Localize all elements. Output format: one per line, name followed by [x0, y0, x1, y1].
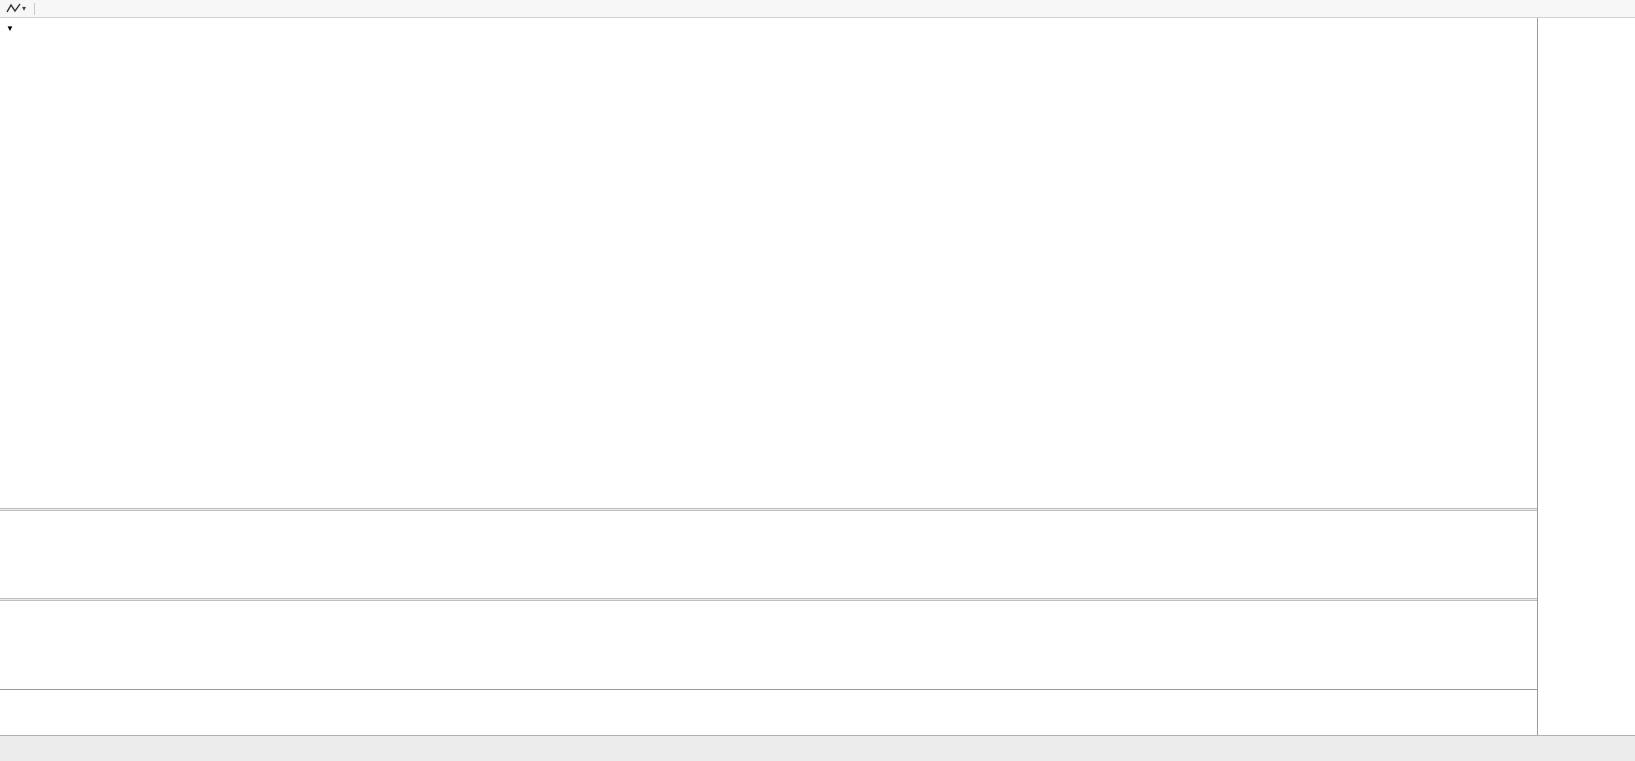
price-axis[interactable]	[1537, 18, 1635, 735]
rsi-label	[6, 514, 11, 526]
chart-header: ▼	[6, 22, 25, 34]
date-axis[interactable]	[0, 689, 1635, 707]
panel-divider[interactable]	[0, 508, 1635, 511]
chevron-down-icon[interactable]: ▾	[22, 4, 27, 13]
expand-arrow-icon[interactable]: ▼	[6, 24, 14, 33]
rsi-panel[interactable]	[0, 511, 1537, 598]
macd-label	[6, 604, 11, 616]
timeframe-toolbar: ▾	[0, 0, 1635, 18]
toolbar-separator	[34, 2, 36, 15]
price-panel[interactable]: ▼	[0, 18, 1537, 508]
panel-divider[interactable]	[0, 598, 1635, 601]
chart-window[interactable]: ▼	[0, 18, 1635, 735]
chart-tabbar	[0, 735, 1635, 761]
macd-panel[interactable]	[0, 601, 1537, 689]
zigzag-line-icon[interactable]	[4, 2, 22, 16]
